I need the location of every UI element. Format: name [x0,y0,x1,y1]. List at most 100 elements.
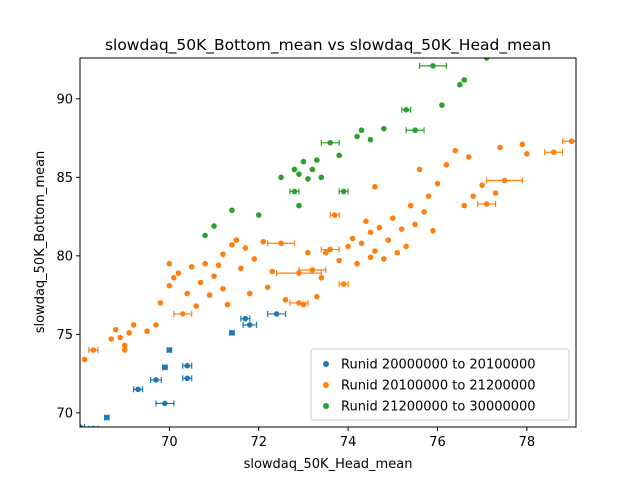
data-point [501,177,508,184]
data-point [376,224,383,231]
data-point [381,256,387,262]
x-axis-label: slowdaq_50K_Head_mean [244,457,413,472]
data-point [206,292,213,298]
data-point [211,223,217,229]
data-point [327,139,334,146]
data-point [483,201,490,207]
y-tick-label: 70 [56,406,73,421]
data-point [300,158,307,165]
data-point [81,356,88,363]
data-point [314,293,320,300]
data-point [224,301,231,308]
data-point [153,322,159,328]
data-point [367,254,374,261]
data-point [104,414,110,421]
data-marks [80,58,576,427]
data-point [296,300,302,306]
data-point [309,166,316,173]
data-point [394,249,401,256]
data-point [336,152,342,159]
data-point [425,193,432,199]
legend-box [310,348,570,421]
data-point [282,297,289,303]
data-point [305,176,311,182]
data-point [300,301,307,308]
data-point [318,174,325,181]
x-axis: 70 72 74 76 78 [161,427,535,450]
data-point [470,193,477,199]
data-point [211,273,217,280]
data-point [247,290,253,297]
data-point [354,133,360,140]
data-point [461,77,468,83]
data-point [421,209,427,215]
legend-label: Runid 20100000 to 21200000 [341,379,536,394]
data-point [452,147,459,154]
data-point [166,347,173,353]
data-point [162,400,168,407]
data-point [318,275,325,281]
y-tick-label: 75 [56,328,73,343]
data-point [166,260,173,267]
data-point [278,174,284,181]
data-point [443,161,450,168]
data-point [171,275,177,281]
data-point [229,242,235,248]
data-point [157,300,164,306]
data-point [197,279,204,286]
data-point [372,183,378,190]
data-point [135,386,141,393]
series-2 [81,138,576,363]
data-point [260,238,267,245]
data-point [403,107,409,113]
data-point [416,166,423,173]
data-point [264,284,271,291]
data-point [108,336,115,342]
data-point [90,347,97,353]
data-point [327,246,334,253]
data-point [314,157,320,163]
x-tick-label: 72 [250,435,267,450]
legend-marker [323,403,329,409]
data-point [367,229,374,236]
data-point [336,257,342,264]
data-point [483,58,490,61]
data-point [80,424,83,427]
y-axis: 70 75 80 85 90 [56,92,80,421]
data-point [524,150,530,157]
data-point [309,267,316,273]
legend-label: Runid 20000000 to 20100000 [341,358,536,373]
data-point [372,248,378,254]
data-point [340,281,347,287]
data-point [349,235,356,242]
data-point [412,127,418,134]
data-point [497,144,503,151]
data-point [273,311,280,317]
data-point [242,315,249,322]
data-point [296,270,302,276]
data-point [251,256,258,262]
data-point [403,243,409,250]
data-point [363,218,369,225]
data-point [461,202,468,209]
y-axis-label: slowdaq_50K_Bottom_mean [33,151,48,334]
data-point [179,311,186,317]
y-tick-label: 85 [56,171,73,186]
y-tick-label: 80 [56,249,73,264]
data-point [358,240,365,247]
data-point [381,125,387,132]
data-point [184,375,191,382]
legend-label: Runid 21200000 to 30000000 [341,400,536,415]
data-point [568,138,575,145]
data-point [430,227,436,234]
x-tick-label: 70 [161,435,178,450]
data-point [121,347,128,353]
data-point [130,322,137,328]
data-point [358,127,365,134]
data-point [184,290,191,297]
x-tick-label: 76 [429,435,446,450]
data-point [193,303,199,309]
data-point [162,364,168,371]
data-point [188,264,195,270]
